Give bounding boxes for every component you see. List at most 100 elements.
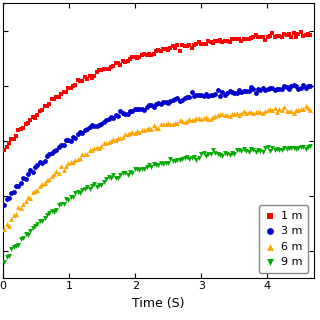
9 m	[16, 243, 21, 248]
6 m	[61, 168, 66, 173]
3 m	[296, 87, 301, 92]
9 m	[201, 151, 206, 156]
3 m	[134, 106, 140, 111]
1 m	[82, 75, 87, 80]
6 m	[42, 181, 47, 186]
6 m	[234, 111, 239, 116]
3 m	[163, 100, 168, 105]
1 m	[42, 103, 47, 108]
3 m	[227, 88, 232, 93]
6 m	[132, 130, 137, 135]
3 m	[177, 99, 182, 104]
6 m	[30, 189, 35, 195]
1 m	[118, 62, 123, 68]
6 m	[172, 120, 178, 125]
6 m	[97, 145, 102, 150]
9 m	[149, 164, 154, 170]
1 m	[25, 120, 30, 125]
9 m	[284, 147, 289, 152]
1 m	[77, 79, 83, 84]
9 m	[52, 209, 57, 214]
1 m	[111, 63, 116, 68]
9 m	[30, 226, 35, 231]
9 m	[25, 233, 30, 238]
6 m	[28, 196, 33, 201]
6 m	[113, 138, 118, 143]
1 m	[144, 52, 149, 58]
3 m	[170, 97, 175, 102]
6 m	[20, 202, 26, 207]
1 m	[241, 36, 246, 42]
1 m	[291, 31, 296, 36]
3 m	[77, 129, 83, 134]
1 m	[208, 39, 213, 44]
3 m	[187, 94, 192, 100]
1 m	[9, 137, 14, 142]
9 m	[9, 246, 14, 252]
3 m	[156, 101, 161, 106]
6 m	[89, 147, 94, 152]
3 m	[154, 101, 159, 107]
6 m	[275, 109, 280, 114]
1 m	[99, 68, 104, 73]
9 m	[213, 150, 218, 155]
9 m	[296, 146, 301, 151]
6 m	[180, 119, 185, 124]
1 m	[300, 34, 306, 39]
6 m	[56, 170, 61, 175]
1 m	[32, 115, 37, 120]
3 m	[206, 93, 211, 99]
1 m	[211, 40, 216, 45]
1 m	[268, 34, 273, 39]
1 m	[203, 41, 208, 46]
1 m	[127, 56, 132, 61]
9 m	[132, 167, 137, 172]
1 m	[175, 43, 180, 48]
1 m	[170, 44, 175, 49]
3 m	[194, 92, 199, 98]
9 m	[77, 191, 83, 196]
6 m	[35, 188, 40, 193]
3 m	[225, 91, 230, 96]
3 m	[300, 83, 306, 88]
6 m	[270, 107, 275, 112]
9 m	[175, 157, 180, 162]
6 m	[111, 136, 116, 141]
3 m	[49, 150, 54, 155]
3 m	[120, 111, 125, 116]
1 m	[246, 37, 251, 42]
1 m	[239, 38, 244, 43]
9 m	[289, 146, 294, 151]
1 m	[225, 38, 230, 43]
3 m	[47, 152, 52, 157]
6 m	[225, 112, 230, 117]
3 m	[30, 169, 35, 174]
3 m	[44, 154, 50, 159]
6 m	[146, 125, 151, 131]
3 m	[11, 189, 16, 194]
1 m	[265, 34, 270, 39]
3 m	[146, 102, 151, 108]
9 m	[187, 156, 192, 161]
1 m	[163, 47, 168, 52]
1 m	[196, 39, 201, 44]
6 m	[236, 112, 242, 117]
9 m	[270, 146, 275, 151]
1 m	[16, 128, 21, 133]
6 m	[32, 189, 37, 194]
6 m	[59, 164, 64, 169]
3 m	[265, 87, 270, 92]
9 m	[303, 146, 308, 151]
6 m	[40, 182, 45, 187]
1 m	[4, 145, 9, 150]
3 m	[201, 93, 206, 99]
6 m	[101, 141, 107, 146]
6 m	[82, 151, 87, 156]
3 m	[211, 92, 216, 97]
1 m	[213, 38, 218, 44]
1 m	[63, 89, 68, 94]
6 m	[303, 104, 308, 109]
9 m	[42, 215, 47, 220]
9 m	[23, 231, 28, 236]
9 m	[161, 162, 166, 167]
